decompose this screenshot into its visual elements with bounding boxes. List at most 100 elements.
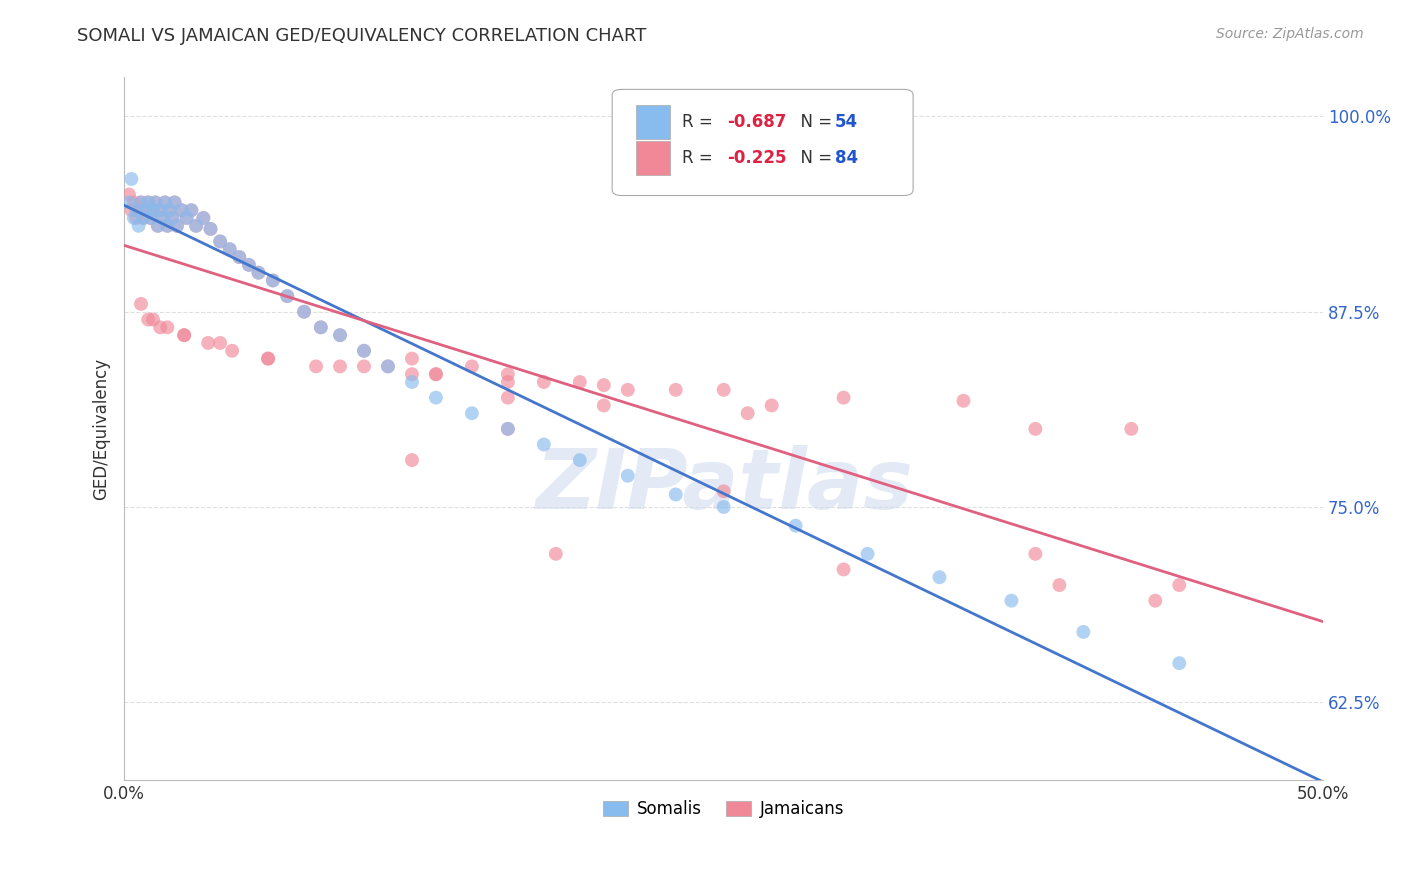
Point xyxy=(122,195,145,210)
Point xyxy=(425,368,447,382)
Point xyxy=(156,219,179,233)
Text: SOMALI VS JAMAICAN GED/EQUIVALENCY CORRELATION CHART: SOMALI VS JAMAICAN GED/EQUIVALENCY CORRE… xyxy=(77,27,647,45)
Point xyxy=(118,195,141,210)
Point xyxy=(568,453,591,467)
Point xyxy=(197,335,219,350)
Point xyxy=(180,203,202,218)
Point xyxy=(120,172,142,186)
Point xyxy=(200,222,222,236)
Point xyxy=(160,211,183,225)
Point xyxy=(713,500,735,514)
Point xyxy=(616,383,638,397)
Point xyxy=(1073,624,1095,639)
Point xyxy=(1024,422,1046,436)
Point xyxy=(176,211,198,225)
Point xyxy=(129,195,152,210)
Point xyxy=(128,219,150,233)
Point xyxy=(153,195,176,210)
Text: N =: N = xyxy=(790,149,837,168)
Point xyxy=(928,570,950,584)
Point xyxy=(238,258,260,272)
Point xyxy=(129,297,152,311)
Point xyxy=(136,195,159,210)
Point xyxy=(228,250,250,264)
Point xyxy=(166,219,188,233)
Point xyxy=(1000,593,1022,607)
Point xyxy=(832,391,855,405)
Point xyxy=(122,211,145,225)
Point xyxy=(193,211,215,225)
Point xyxy=(832,562,855,576)
Point xyxy=(221,343,243,358)
Point xyxy=(170,203,193,218)
Point xyxy=(186,219,208,233)
Point xyxy=(401,351,423,366)
Point xyxy=(129,195,152,210)
Point xyxy=(496,375,519,389)
Point xyxy=(186,219,208,233)
Point xyxy=(159,203,181,218)
Point xyxy=(377,359,399,374)
Point xyxy=(1121,422,1143,436)
Text: -0.225: -0.225 xyxy=(727,149,787,168)
Point xyxy=(533,437,555,451)
Y-axis label: GED/Equivalency: GED/Equivalency xyxy=(93,358,110,500)
Point xyxy=(1024,547,1046,561)
Point xyxy=(496,422,519,436)
Point xyxy=(163,195,186,210)
Point xyxy=(146,219,169,233)
Point xyxy=(145,195,167,210)
Point xyxy=(461,359,484,374)
Point xyxy=(132,211,155,225)
Point xyxy=(142,312,165,326)
Point xyxy=(139,211,162,225)
Point xyxy=(1168,578,1191,592)
Text: R =: R = xyxy=(682,149,717,168)
Point xyxy=(425,391,447,405)
Point xyxy=(128,203,150,218)
Point xyxy=(533,375,555,389)
Point xyxy=(173,328,195,343)
Point xyxy=(170,203,193,218)
Point xyxy=(125,211,148,225)
FancyBboxPatch shape xyxy=(636,142,669,175)
Point xyxy=(309,320,332,334)
Point xyxy=(156,219,179,233)
Text: N =: N = xyxy=(790,112,837,131)
Point xyxy=(329,359,352,374)
Point xyxy=(257,351,280,366)
Point xyxy=(180,203,202,218)
Point xyxy=(592,378,614,392)
Point xyxy=(401,375,423,389)
Text: 54: 54 xyxy=(835,112,858,131)
Point xyxy=(120,203,142,218)
Point xyxy=(218,242,240,256)
Point xyxy=(247,266,270,280)
Point xyxy=(276,289,298,303)
Point xyxy=(292,304,315,318)
Point xyxy=(118,187,141,202)
Point xyxy=(153,195,176,210)
Point xyxy=(149,203,172,218)
Text: R =: R = xyxy=(682,112,717,131)
Point xyxy=(377,359,399,374)
FancyBboxPatch shape xyxy=(612,89,912,195)
Point xyxy=(152,211,174,225)
Point xyxy=(156,320,179,334)
Point xyxy=(353,359,375,374)
Point xyxy=(209,235,232,249)
Point xyxy=(218,242,240,256)
Point xyxy=(149,203,172,218)
Point xyxy=(139,211,162,225)
Point xyxy=(262,273,284,287)
Point xyxy=(247,266,270,280)
Point xyxy=(193,211,215,225)
Point xyxy=(152,211,174,225)
Point xyxy=(785,518,807,533)
Point xyxy=(496,391,519,405)
Point xyxy=(461,406,484,420)
Point xyxy=(149,320,172,334)
Point xyxy=(145,195,167,210)
Text: Source: ZipAtlas.com: Source: ZipAtlas.com xyxy=(1216,27,1364,41)
Point xyxy=(329,328,352,343)
